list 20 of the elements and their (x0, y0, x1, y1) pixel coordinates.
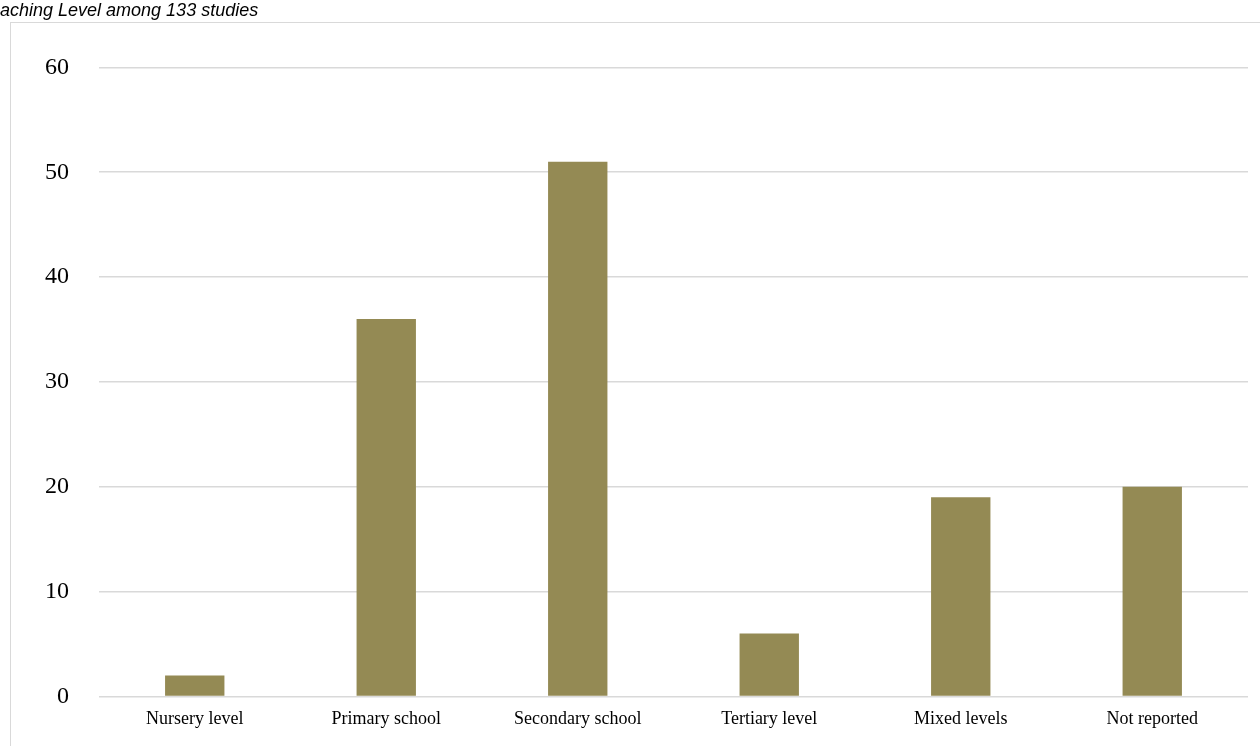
bar (739, 633, 799, 696)
x-tick-label: Primary school (331, 707, 441, 728)
bar (356, 319, 416, 696)
y-tick-label: 0 (57, 681, 69, 708)
bar (931, 497, 991, 696)
x-tick-label: Nursery level (146, 707, 244, 728)
x-tick-label: Not reported (1106, 707, 1198, 728)
x-tick-label: Mixed levels (914, 707, 1008, 728)
y-tick-label: 40 (45, 262, 69, 289)
y-tick-label: 50 (45, 157, 69, 184)
y-tick-label: 10 (45, 576, 69, 603)
bar (165, 675, 225, 696)
x-tick-label: Tertiary level (721, 707, 818, 728)
chart-title: aching Level among 133 studies (0, 0, 259, 20)
bar (548, 161, 608, 696)
y-tick-label: 60 (45, 52, 69, 79)
y-tick-label: 20 (45, 472, 69, 499)
y-tick-label: 30 (45, 367, 69, 394)
x-tick-label: Secondary school (514, 707, 642, 728)
bar (1122, 486, 1182, 696)
